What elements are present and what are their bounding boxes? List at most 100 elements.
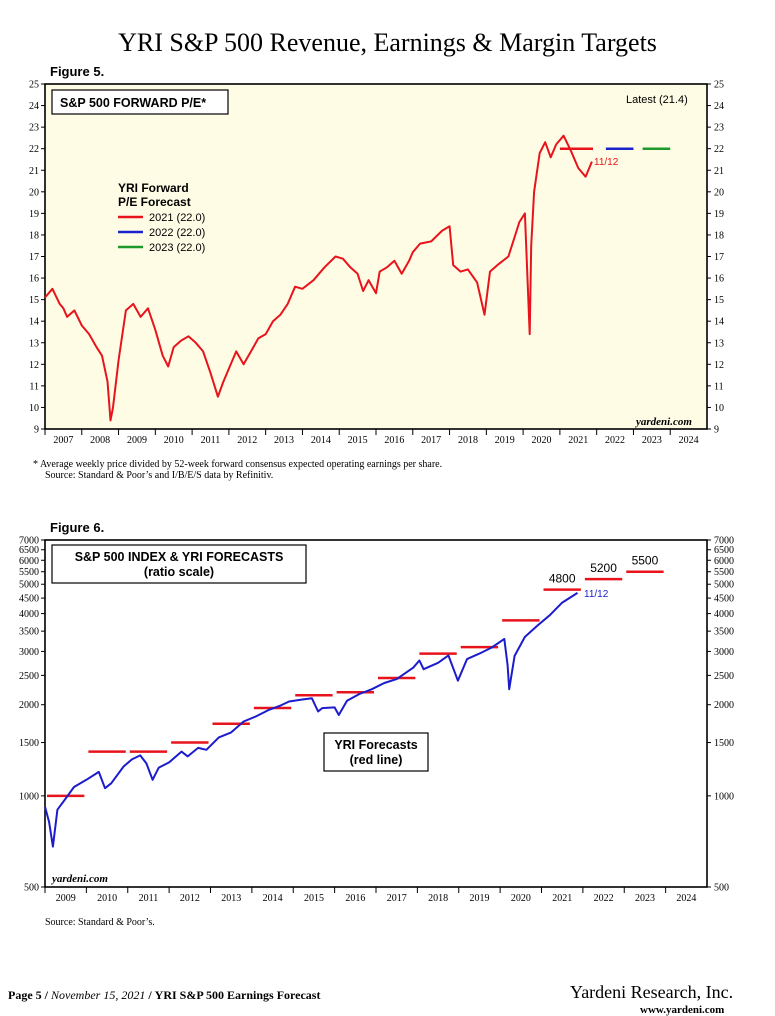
c2-xtick-label: 2014 [263,893,283,904]
c2-xtick-label: 2009 [56,893,76,904]
c2-ytick-label-left: 1000 [19,791,39,802]
chart2-y-axis: 500 500 1000 1000 1500 1500 2000 2000 2500 2500 30… [19,536,734,894]
c2-xtick-label: 2010 [97,893,117,904]
chart2-x-axis: 2009 2010 2011 2012 2013 2014 2015 2016 2017 2018… [44,887,696,904]
footer-page-info: Page 5 / November 15, 2021 / YRI S&P 500… [8,988,321,1002]
c2-ytick-label-left: 4000 [19,609,39,620]
c1-ytick-label-right: 21 [714,166,724,177]
c1-xtick-label: 2015 [348,435,368,446]
c1-ytick-label-right: 19 [714,209,724,220]
page-title: YRI S&P 500 Revenue, Earnings & Margin T… [118,28,657,57]
legend-title-1: YRI Forward [118,181,189,195]
c1-ytick-label-left: 25 [29,80,39,91]
figure-5-label: Figure 5. [50,64,105,79]
legend-title-2: P/E Forecast [118,195,191,209]
c1-ytick-label-right: 9 [714,425,719,436]
c2-ytick-label-left: 5000 [19,580,39,591]
c2-xtick-label: 2013 [221,893,241,904]
c2-ytick-label-right: 1500 [714,738,734,749]
c1-ytick-label-left: 12 [29,360,39,371]
c2-xtick-label: 2023 [635,893,655,904]
c1-xtick-label: 2020 [532,435,552,446]
c1-ytick-label-right: 18 [714,230,724,241]
c2-ytick-label-right: 4000 [714,609,734,620]
c2-ytick-label-right: 4500 [714,594,734,605]
c2-ytick-label-left: 3500 [19,627,39,638]
c1-ytick-label-left: 10 [29,403,39,414]
figure-5-note-1: * Average weekly price divided by 52-wee… [33,459,443,470]
c1-ytick-label-right: 23 [714,123,724,134]
c2-xtick-label: 2012 [180,893,200,904]
c1-ytick-label-left: 23 [29,123,39,134]
chart2-title: S&P 500 INDEX & YRI FORECASTS [75,550,284,564]
c2-xtick-label: 2018 [428,893,448,904]
figure-6-label: Figure 6. [50,520,105,535]
c2-forecast-label: 4800 [549,572,576,586]
c1-xtick-label: 2016 [384,435,404,446]
c1-xtick-label: 2012 [237,435,257,446]
c2-ytick-label-right: 7000 [714,536,734,547]
chart1-plot-area [44,83,708,430]
figure-6-note: Source: Standard & Poor’s. [45,917,155,928]
c1-ytick-label-left: 11 [29,381,39,392]
c1-ytick-label-right: 11 [714,381,724,392]
c1-ytick-label-left: 18 [29,230,39,241]
c2-ytick-label-right: 5500 [714,567,734,578]
chart2-date-label: 11/12 [584,589,609,600]
c2-xtick-label: 2015 [304,893,324,904]
chart1-x-axis: 2007 2008 2009 2010 2011 2012 2013 2014 2015 2016… [44,429,699,446]
c1-ytick-label-right: 17 [714,252,724,263]
chart1-watermark: yardeni.com [634,416,692,428]
c2-xtick-label: 2011 [139,893,159,904]
forward-pe-chart: 9 9 10 10 11 11 12 12 13 13 14 14 15 15 16 16 17 17 18 18 19… [29,80,724,447]
c1-ytick-label-right: 12 [714,360,724,371]
chart1-date-label: 11/12 [594,157,619,168]
c1-ytick-label-left: 17 [29,252,39,263]
c1-ytick-label-left: 21 [29,166,39,177]
c2-ytick-label-right: 6500 [714,545,734,556]
c2-xtick-label: 2017 [387,893,407,904]
legend-item-2023: 2023 (22.0) [149,242,205,254]
c1-xtick-label: 2008 [90,435,110,446]
c2-forecast-label: 5200 [590,561,617,575]
c1-ytick-label-right: 20 [714,187,724,198]
c1-ytick-label-left: 19 [29,209,39,220]
legend-item-2021: 2021 (22.0) [149,212,205,224]
c1-xtick-label: 2023 [642,435,662,446]
c1-ytick-label-left: 16 [29,274,39,285]
c1-xtick-label: 2014 [311,435,331,446]
c1-xtick-label: 2019 [495,435,515,446]
sp500-line [44,592,579,848]
c1-ytick-label-left: 22 [29,144,39,155]
legend-item-2022: 2022 (22.0) [149,227,205,239]
footer-company: Yardeni Research, Inc. [570,982,734,1002]
chart2-callout-2: (red line) [350,753,403,767]
c1-xtick-label: 2018 [458,435,478,446]
c1-ytick-label-right: 16 [714,274,724,285]
c2-forecast-label: 5500 [632,554,659,568]
c1-xtick-label: 2021 [568,435,588,446]
forward-pe-line [44,134,593,422]
c1-ytick-label-right: 25 [714,80,724,91]
c1-xtick-label: 2022 [605,435,625,446]
c1-ytick-label-right: 10 [714,403,724,414]
c2-ytick-label-left: 7000 [19,536,39,547]
c1-ytick-label-right: 24 [714,101,724,112]
c1-ytick-label-left: 20 [29,187,39,198]
c1-ytick-label-left: 13 [29,338,39,349]
c2-xtick-label: 2020 [511,893,531,904]
c2-ytick-label-right: 1000 [714,791,734,802]
c2-ytick-label-left: 2500 [19,671,39,682]
c1-ytick-label-left: 9 [34,425,39,436]
c1-ytick-label-left: 14 [29,317,39,328]
c2-ytick-label-left: 4500 [19,594,39,605]
chart1-y-axis: 9 9 10 10 11 11 12 12 13 13 14 14 15 15 16 16 17 17 18 18 19… [29,80,724,436]
chart2-subtitle: (ratio scale) [144,565,214,579]
footer-date: November 15, 2021 [51,988,146,1002]
c2-ytick-label-left: 6000 [19,556,39,567]
chart1-title: S&P 500 FORWARD P/E* [60,96,206,110]
c2-xtick-label: 2019 [469,893,489,904]
c2-ytick-label-right: 3500 [714,627,734,638]
c2-xtick-label: 2021 [552,893,572,904]
chart1-latest: Latest (21.4) [626,94,688,106]
